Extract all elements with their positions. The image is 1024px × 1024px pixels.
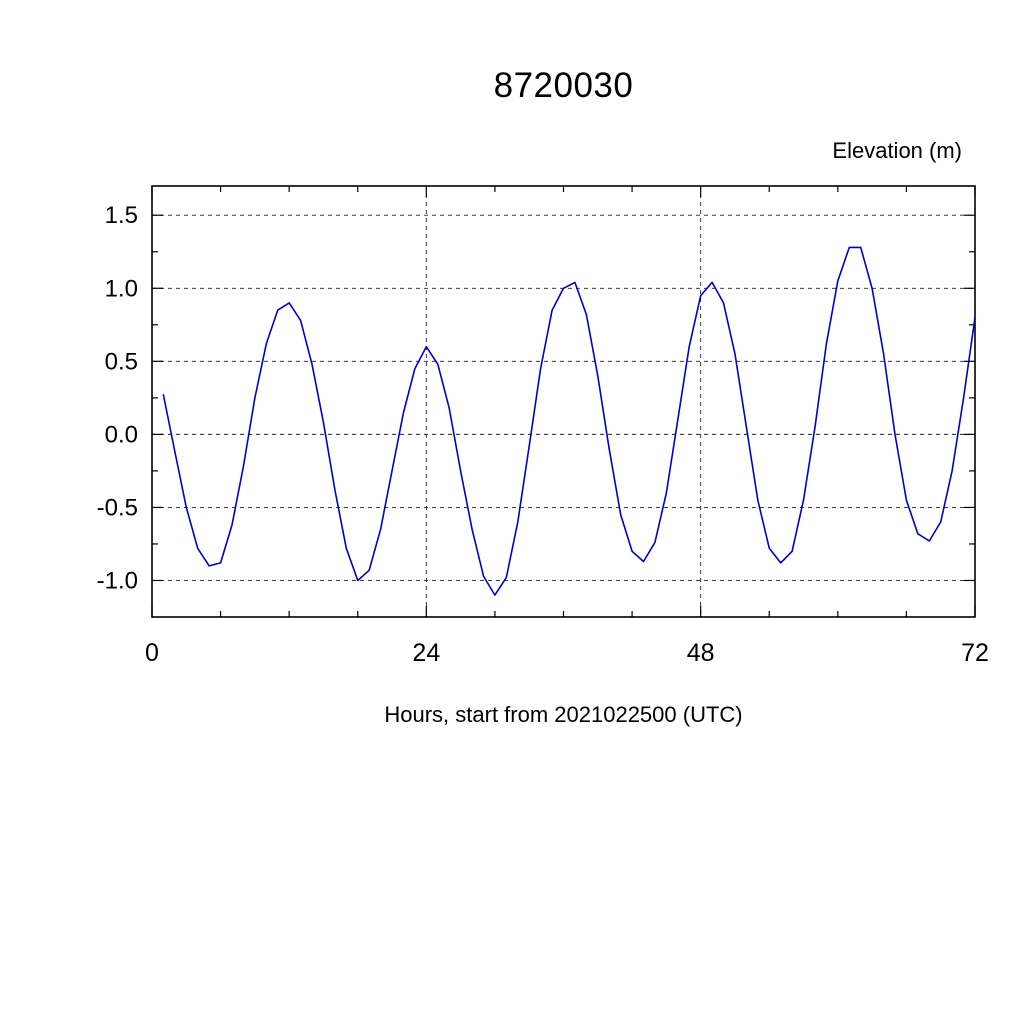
- x-tick-label: 24: [412, 639, 440, 667]
- y-tick-label: 0.0: [105, 421, 138, 448]
- y-axis-label: Elevation (m): [832, 138, 962, 163]
- x-tick-label: 72: [961, 639, 989, 667]
- y-tick-label: 1.5: [105, 202, 138, 229]
- plot-frame: [151, 185, 976, 618]
- y-tick-label: 0.5: [105, 348, 138, 375]
- x-tick-label: 0: [145, 639, 159, 667]
- y-tick-label: -0.5: [97, 494, 138, 521]
- y-tick-label: -1.0: [97, 567, 138, 594]
- y-tick-label: 1.0: [105, 275, 138, 302]
- x-axis-label: Hours, start from 2021022500 (UTC): [384, 702, 743, 727]
- elevation-line: [162, 246, 976, 596]
- x-tick-label: 48: [687, 639, 715, 667]
- chart-title: 8720030: [493, 66, 634, 105]
